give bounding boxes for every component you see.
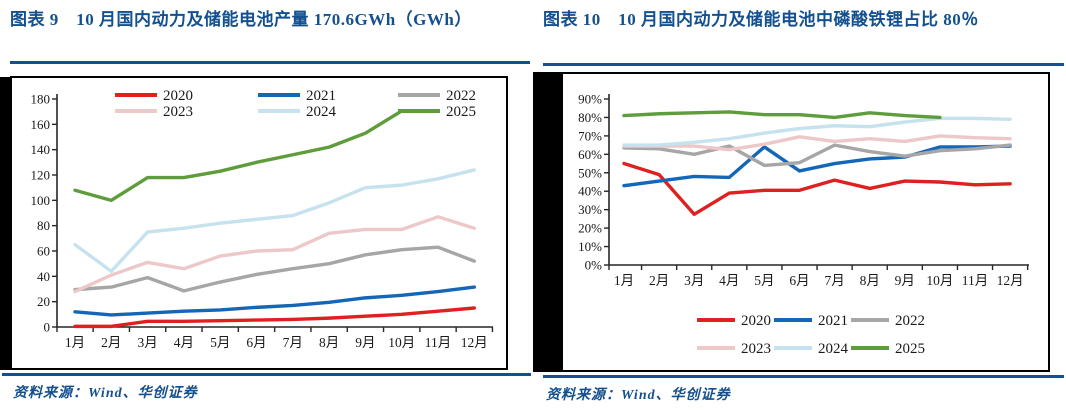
- svg-text:1月: 1月: [614, 273, 634, 288]
- svg-text:6月: 6月: [246, 335, 266, 350]
- figure9-source-rule: [2, 373, 531, 376]
- svg-text:70%: 70%: [578, 128, 602, 143]
- svg-text:2020: 2020: [741, 313, 771, 329]
- svg-text:11月: 11月: [962, 273, 989, 288]
- svg-text:2021: 2021: [306, 88, 336, 104]
- svg-text:60: 60: [37, 244, 50, 259]
- svg-text:8月: 8月: [319, 335, 339, 350]
- svg-text:2022: 2022: [446, 88, 476, 104]
- svg-text:80%: 80%: [578, 110, 602, 125]
- svg-text:10月: 10月: [926, 273, 953, 288]
- svg-text:2025: 2025: [446, 104, 476, 120]
- figure9-chart-frame: 0 20 40 60 80 100 120 140 160 180 1月 2月 3月 4月 5月 6月 7月 8月…: [10, 76, 508, 370]
- figure9-title-rule: [10, 61, 530, 64]
- svg-text:120: 120: [31, 168, 51, 183]
- svg-text:140: 140: [31, 142, 51, 157]
- svg-text:100: 100: [31, 193, 51, 208]
- svg-text:2025: 2025: [895, 341, 925, 357]
- svg-text:2024: 2024: [818, 341, 849, 357]
- figure10-source-rule: [543, 375, 1064, 378]
- svg-text:12月: 12月: [461, 335, 488, 350]
- svg-text:9月: 9月: [895, 273, 915, 288]
- svg-text:11月: 11月: [425, 335, 452, 350]
- svg-text:1月: 1月: [65, 335, 85, 350]
- svg-text:50%: 50%: [578, 165, 602, 180]
- svg-text:0%: 0%: [585, 258, 603, 273]
- figure9-caption: 图表 9 10 月国内动力及储能电池产量 170.6GWh（GWh）: [10, 10, 472, 29]
- svg-text:2024: 2024: [306, 104, 337, 120]
- figure10-line-chart: 0% 10% 20% 30% 40% 50% 60% 70% 80% 90% 1月 2月 3月 4月 5月 6…: [578, 92, 1029, 357]
- svg-text:3月: 3月: [137, 335, 157, 350]
- svg-text:10%: 10%: [578, 239, 602, 254]
- svg-text:40%: 40%: [578, 184, 602, 199]
- svg-text:30%: 30%: [578, 202, 602, 217]
- figure9-line-chart: 0 20 40 60 80 100 120 140 160 180 1月 2月 3月 4月 5月 6月 7月 8月…: [31, 88, 494, 350]
- svg-text:2020: 2020: [163, 88, 193, 104]
- svg-text:2月: 2月: [101, 335, 121, 350]
- svg-text:180: 180: [31, 92, 51, 107]
- svg-text:4月: 4月: [719, 273, 739, 288]
- left-margin-band: [0, 77, 13, 370]
- svg-text:7月: 7月: [824, 273, 844, 288]
- svg-text:3月: 3月: [684, 273, 704, 288]
- svg-text:80: 80: [37, 218, 50, 233]
- svg-text:20%: 20%: [578, 221, 602, 236]
- svg-text:2022: 2022: [895, 313, 925, 329]
- svg-text:10月: 10月: [388, 335, 415, 350]
- svg-text:8月: 8月: [860, 273, 880, 288]
- svg-text:6月: 6月: [789, 273, 809, 288]
- svg-text:20: 20: [37, 294, 50, 309]
- svg-text:2021: 2021: [818, 313, 848, 329]
- figure9-source: 资料来源：Wind、华创证券: [13, 386, 198, 401]
- svg-text:40: 40: [37, 269, 50, 284]
- svg-text:2023: 2023: [741, 341, 771, 357]
- svg-text:5月: 5月: [210, 335, 230, 350]
- svg-text:90%: 90%: [578, 92, 602, 107]
- svg-text:160: 160: [31, 117, 51, 132]
- figure10-chart-frame: 0% 10% 20% 30% 40% 50% 60% 70% 80% 90% 1月 2月 3月 4月 5月 6…: [561, 72, 1050, 372]
- svg-text:7月: 7月: [283, 335, 303, 350]
- svg-text:60%: 60%: [578, 147, 602, 162]
- svg-text:12月: 12月: [997, 273, 1024, 288]
- svg-text:5月: 5月: [754, 273, 774, 288]
- svg-text:9月: 9月: [355, 335, 375, 350]
- middle-margin-band: [533, 72, 561, 372]
- svg-text:2023: 2023: [163, 104, 193, 120]
- svg-text:2月: 2月: [649, 273, 669, 288]
- svg-text:4月: 4月: [174, 335, 194, 350]
- svg-text:0: 0: [44, 320, 51, 335]
- figure10-title-rule: [543, 63, 1064, 66]
- figure10-caption: 图表 10 10 月国内动力及储能电池中磷酸铁锂占比 80％: [543, 10, 979, 29]
- figure10-source: 资料来源：Wind、华创证券: [546, 388, 731, 403]
